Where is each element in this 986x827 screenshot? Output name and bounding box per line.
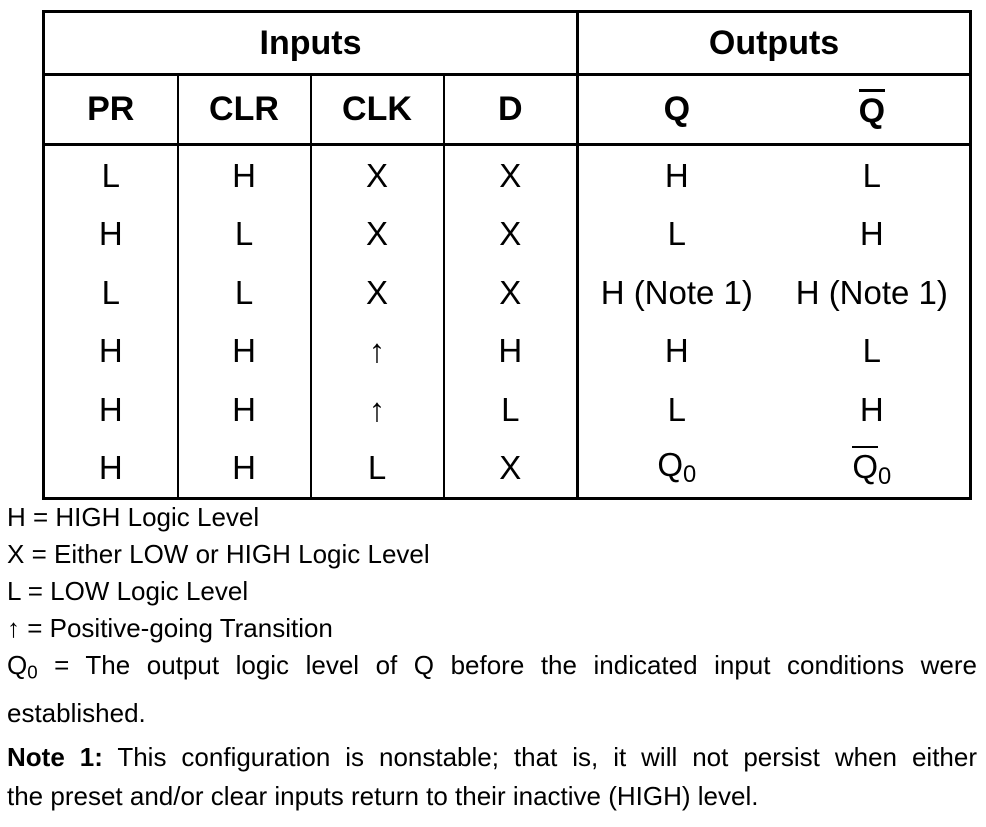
legend-q0-text: = The output logic level of Q before the… bbox=[37, 650, 977, 680]
table-row: H L X X L H bbox=[43, 204, 971, 263]
cell-clk: ↑ bbox=[310, 321, 445, 380]
cell-pr: L bbox=[43, 144, 179, 205]
cell-pr: H bbox=[43, 380, 179, 439]
q-symbol: Q bbox=[657, 446, 684, 484]
cell-q-bar: H bbox=[859, 390, 884, 428]
cell-d: X bbox=[443, 204, 580, 263]
legend-l: L = LOW Logic Level bbox=[7, 576, 249, 606]
truth-table: Inputs Outputs PR CLR CLK D Q Q L H X X … bbox=[42, 10, 973, 500]
legend-arrow: ↑ = Positive-going Transition bbox=[7, 610, 977, 647]
table-row: H H ↑ H H L bbox=[43, 321, 971, 380]
cell-clr: H bbox=[177, 438, 312, 499]
legend-x: X = Either LOW or HIGH Logic Level bbox=[7, 539, 430, 569]
cell-pr: H bbox=[43, 321, 179, 380]
cell-clk: X bbox=[310, 204, 445, 263]
cell-clk: L bbox=[310, 438, 445, 499]
legend: H = HIGH Logic Level X = Either LOW or H… bbox=[7, 499, 977, 732]
cell-d: H bbox=[443, 321, 580, 380]
cell-d: X bbox=[443, 438, 580, 499]
legend-arrow-text: = Positive-going Transition bbox=[20, 613, 333, 643]
col-header-pr: PR bbox=[43, 74, 179, 146]
col-header-clk: CLK bbox=[310, 74, 445, 146]
cell-clr: H bbox=[177, 321, 312, 380]
cell-q: Q0 bbox=[578, 439, 775, 499]
q-bar-overline: Q bbox=[858, 88, 886, 128]
cell-clr: L bbox=[177, 263, 312, 322]
cell-q: H bbox=[664, 156, 689, 194]
up-arrow-icon: ↑ bbox=[7, 613, 20, 643]
cell-clk: ↑ bbox=[310, 380, 445, 439]
legend-h: H = HIGH Logic Level bbox=[7, 502, 260, 532]
group-header-row: Inputs Outputs bbox=[43, 11, 971, 76]
table-row: H H ↑ L L H bbox=[43, 380, 971, 439]
cell-clr: H bbox=[177, 144, 312, 205]
table-row: L L X X H (Note 1) H (Note 1) bbox=[43, 263, 971, 322]
note-line-2: the preset and/or clear inputs return to… bbox=[7, 781, 759, 811]
q-bar-symbol: Q bbox=[852, 446, 879, 486]
cell-d: L bbox=[443, 380, 580, 439]
cell-q: H (Note 1) bbox=[600, 273, 753, 311]
inputs-group-header: Inputs bbox=[43, 11, 580, 76]
table-row: H H L X Q0 Q0 bbox=[43, 438, 971, 499]
q-subscript: 0 bbox=[683, 461, 697, 489]
col-header-q-bar: Q bbox=[774, 74, 971, 146]
cell-q-bar: L bbox=[862, 156, 881, 194]
cell-d: X bbox=[443, 263, 580, 322]
legend-q0-subscript: 0 bbox=[27, 661, 38, 683]
cell-q: H bbox=[664, 332, 689, 370]
col-header-d: D bbox=[443, 74, 580, 146]
note-label: Note 1: bbox=[7, 742, 103, 772]
legend-q0: Q0 = The output logic level of Q before … bbox=[7, 647, 977, 691]
cell-d: X bbox=[443, 144, 580, 205]
legend-q0-continuation: established. bbox=[7, 697, 146, 728]
col-header-clr: CLR bbox=[177, 74, 312, 146]
cell-pr: H bbox=[43, 438, 179, 499]
cell-q-bar: Q0 bbox=[775, 439, 971, 499]
cell-pr: H bbox=[43, 204, 179, 263]
cell-clr: L bbox=[177, 204, 312, 263]
outputs-group-header: Outputs bbox=[577, 11, 971, 76]
cell-clk: X bbox=[310, 144, 445, 205]
cell-q: L bbox=[667, 390, 686, 428]
note-text-1: This configuration is nonstable; that is… bbox=[102, 742, 978, 772]
cell-pr: L bbox=[43, 263, 179, 322]
note-line-1: Note 1: This configuration is nonstable;… bbox=[7, 738, 977, 777]
cell-q: L bbox=[667, 215, 686, 253]
table-row: L H X X H L bbox=[43, 144, 971, 205]
cell-q-bar: H bbox=[859, 215, 884, 253]
cell-q-bar: H (Note 1) bbox=[795, 273, 948, 311]
column-header-row: PR CLR CLK D Q Q bbox=[43, 74, 971, 146]
cell-q-bar: L bbox=[862, 332, 881, 370]
legend-q0-symbol: Q bbox=[7, 650, 28, 680]
q-bar-subscript: 0 bbox=[878, 463, 892, 491]
col-header-q: Q bbox=[577, 74, 775, 146]
cell-clr: H bbox=[177, 380, 312, 439]
note: Note 1: This configuration is nonstable;… bbox=[7, 738, 977, 816]
cell-clk: X bbox=[310, 263, 445, 322]
